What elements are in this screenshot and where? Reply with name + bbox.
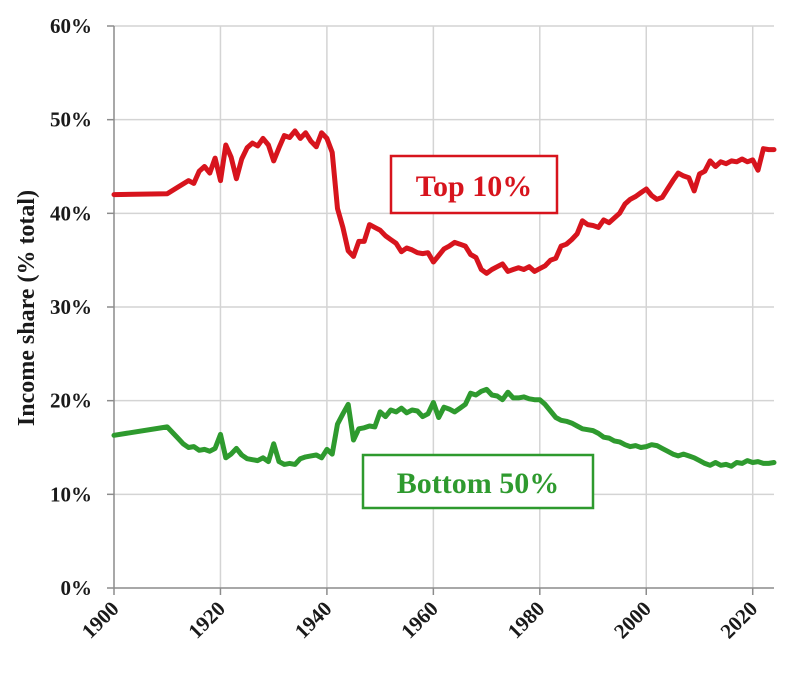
series-lines: [111, 128, 777, 469]
y-tick-label-60: 60%: [50, 14, 92, 38]
y-tick-label-30: 30%: [50, 295, 92, 319]
x-tick-label-1960: 1960: [396, 597, 443, 644]
x-tick-label-1980: 1980: [503, 597, 550, 644]
series-label-bottom50-box: [361, 453, 595, 510]
x-tick-label-1900: 1900: [77, 597, 124, 644]
x-tick-labels: 1900 1920 1940 1960 1980 2000 2020: [77, 597, 762, 644]
y-tick-label-10: 10%: [50, 482, 92, 506]
y-tick-label-20: 20%: [50, 389, 92, 413]
y-tick-labels: 0% 10% 20% 30% 40% 50% 60%: [50, 14, 92, 600]
series-line-top10: [111, 128, 777, 276]
series-label-top10-box: [389, 154, 559, 215]
series-label-top10-text: Top 10%: [416, 170, 532, 203]
x-tick-label-1940: 1940: [290, 597, 337, 644]
y-tick-label-40: 40%: [50, 201, 92, 225]
series-label-top10: Top 10%: [389, 154, 559, 215]
series-label-bottom50-text: Bottom 50%: [397, 467, 559, 500]
y-tick-label-0: 0%: [61, 576, 93, 600]
y-axis-title: Income share (% total): [14, 190, 40, 426]
series-line-bottom50: [111, 386, 777, 469]
series-label-bottom50: Bottom 50%: [361, 453, 595, 510]
axes: [107, 25, 774, 595]
x-tick-label-2000: 2000: [609, 597, 656, 644]
x-tick-label-2020: 2020: [716, 597, 763, 644]
y-tick-label-50: 50%: [50, 108, 92, 132]
x-tick-label-1920: 1920: [183, 597, 230, 644]
